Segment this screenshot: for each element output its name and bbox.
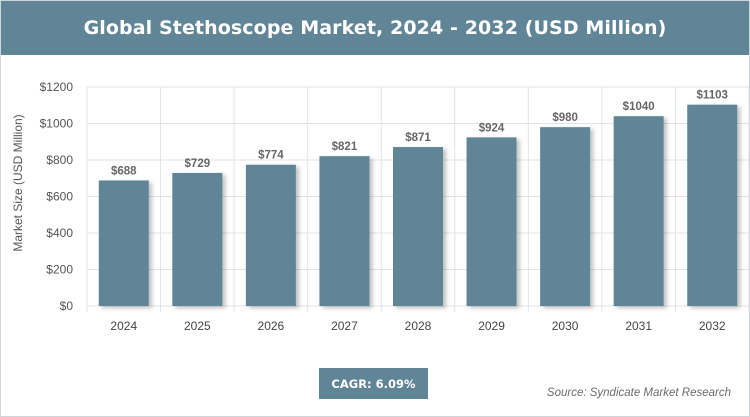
bar-value-label: $871 (405, 132, 431, 144)
bar-value-label: $688 (111, 165, 137, 177)
x-tick-label: 2025 (184, 319, 211, 333)
x-axis-ticks: 2024 2025 2026 2027 2028 2029 2030 2031 2032 (110, 319, 725, 333)
cagr-badge: CAGR: 6.09% (319, 368, 428, 399)
bars (98, 104, 738, 307)
bar-value-label: $980 (552, 112, 578, 124)
y-tick-label: $0 (60, 299, 74, 313)
bar-value-label: $1103 (697, 90, 728, 102)
bar (687, 104, 738, 306)
y-tick-label: $1000 (40, 117, 74, 131)
bar (466, 137, 517, 306)
bar (613, 116, 664, 306)
x-tick-label: 2024 (110, 319, 137, 333)
bar (393, 147, 443, 306)
y-tick-label: $800 (46, 153, 73, 167)
chart-title: Global Stethoscope Market, 2024 - 2032 (… (1, 1, 749, 55)
y-tick-label: $600 (46, 190, 73, 204)
y-tick-label: $400 (46, 226, 73, 240)
bar (172, 172, 223, 306)
bar-value-label: $821 (332, 141, 358, 153)
x-tick-label: 2029 (478, 319, 505, 333)
bar-value-label: $1040 (623, 101, 655, 113)
x-tick-label: 2028 (405, 319, 432, 333)
y-axis-ticks: $0 $200 $400 $600 $800 $1000 $1200 (40, 80, 74, 313)
x-tick-label: 2027 (331, 319, 358, 333)
y-tick-label: $200 (46, 263, 73, 277)
bar (98, 180, 149, 306)
x-tick-label: 2026 (258, 319, 285, 333)
x-tick-label: 2032 (699, 319, 726, 333)
bar (245, 164, 296, 306)
bar-value-label: $924 (479, 122, 505, 134)
bar (319, 156, 370, 306)
x-tick-label: 2031 (625, 319, 652, 333)
bar-value-label: $729 (185, 158, 211, 170)
x-tick-label: 2030 (552, 319, 579, 333)
bar (540, 127, 591, 307)
y-tick-label: $1200 (40, 80, 74, 94)
bar-value-labels: $688 $729 $774 $821 $871 $924 $980 $1040 $1103 (111, 90, 728, 178)
source-note: Source: Syndicate Market Research (546, 387, 731, 399)
bar-value-label: $774 (258, 150, 284, 162)
y-axis-label: Market Size (USD Million) (11, 114, 25, 251)
